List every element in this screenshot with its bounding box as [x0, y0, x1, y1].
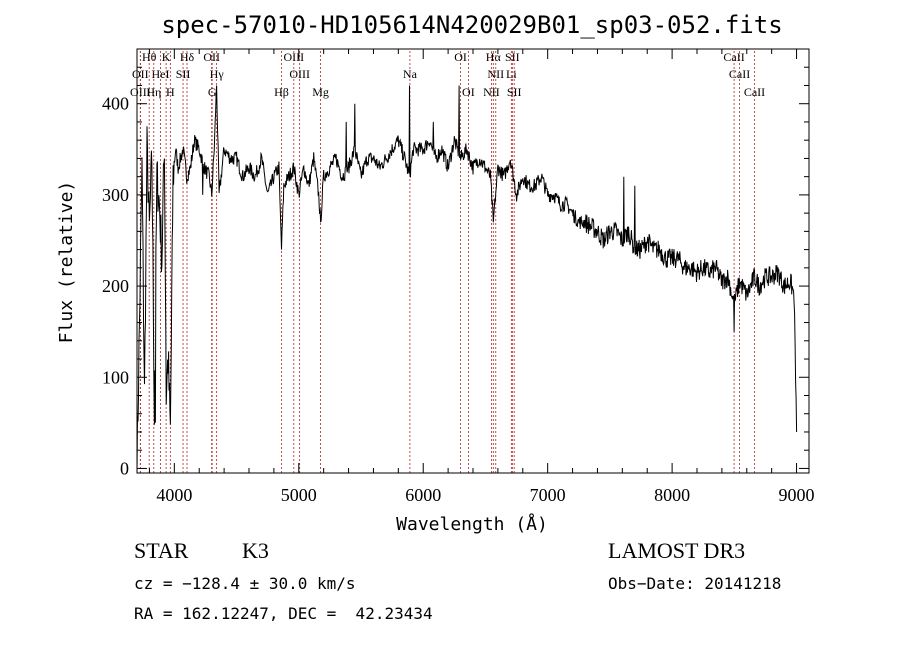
- line-label-2: Hδ: [180, 50, 195, 64]
- y-axis-label: Flux (relative): [56, 181, 77, 344]
- line-label-9: OII: [132, 67, 149, 81]
- y-tick-label-2: 200: [102, 276, 129, 296]
- line-label-24: OI: [462, 85, 475, 99]
- line-label-3: OII: [203, 50, 220, 64]
- line-label-15: NII: [487, 67, 504, 81]
- y-tick-label-4: 400: [102, 94, 129, 114]
- line-label-14: Na: [403, 67, 418, 81]
- line-label-21: G: [208, 85, 217, 99]
- line-label-13: OIII: [289, 67, 310, 81]
- line-label-7: SII: [505, 50, 520, 64]
- x-axis-ticks: 4000 5000 6000 7000 8000 9000: [148, 49, 815, 505]
- line-label-26: SII: [507, 85, 522, 99]
- y-tick-label-3: 300: [102, 185, 129, 205]
- x-tick-label-2: 6000: [405, 485, 441, 505]
- y-tick-label-1: 100: [102, 367, 129, 387]
- line-label-0: Hθ: [142, 50, 157, 64]
- line-label-8: CaII: [723, 50, 744, 64]
- chart-title: spec-57010-HD105614N420029B01_sp03-052.f…: [161, 11, 782, 39]
- line-label-23: Mg: [312, 85, 329, 99]
- plot-frame: [136, 48, 810, 474]
- y-tick-label-0: 0: [120, 458, 129, 478]
- line-label-25: NII: [483, 85, 500, 99]
- observation-date: Obs−Date: 20141218: [608, 574, 782, 593]
- line-label-20: H: [166, 85, 175, 99]
- line-label-12: Hγ: [210, 67, 225, 81]
- line-label-10: HeI: [152, 67, 170, 81]
- x-tick-label-1: 5000: [281, 485, 317, 505]
- x-tick-label-3: 7000: [530, 485, 566, 505]
- x-axis-label: Wavelength (Å): [396, 513, 548, 535]
- line-label-11: SII: [176, 67, 191, 81]
- object-subclass: K3: [242, 538, 269, 563]
- line-label-6: Hα: [486, 50, 502, 64]
- line-label-22: Hβ: [274, 85, 289, 99]
- line-label-18: OIII: [130, 85, 151, 99]
- y-axis-ticks: 0 100 200 300 400: [102, 66, 809, 478]
- line-label-19: Hη: [146, 85, 161, 99]
- line-label-1: K: [162, 50, 171, 64]
- object-class: STAR: [134, 538, 189, 563]
- line-label-27: CaII: [744, 85, 765, 99]
- line-label-16: Li: [506, 67, 517, 81]
- x-tick-label-5: 9000: [779, 485, 815, 505]
- x-tick-label-4: 8000: [654, 485, 690, 505]
- line-label-4: OIII: [283, 50, 304, 64]
- coordinates: RA = 162.12247, DEC = 42.23434: [134, 604, 433, 623]
- line-label-5: OI: [454, 50, 467, 64]
- survey-label: LAMOST DR3: [608, 538, 746, 563]
- x-tick-label-0: 4000: [156, 485, 192, 505]
- redshift-cz: cz = −128.4 ± 30.0 km/s: [134, 574, 356, 593]
- spectrum-line: [136, 85, 798, 474]
- line-label-17: CaII: [729, 67, 750, 81]
